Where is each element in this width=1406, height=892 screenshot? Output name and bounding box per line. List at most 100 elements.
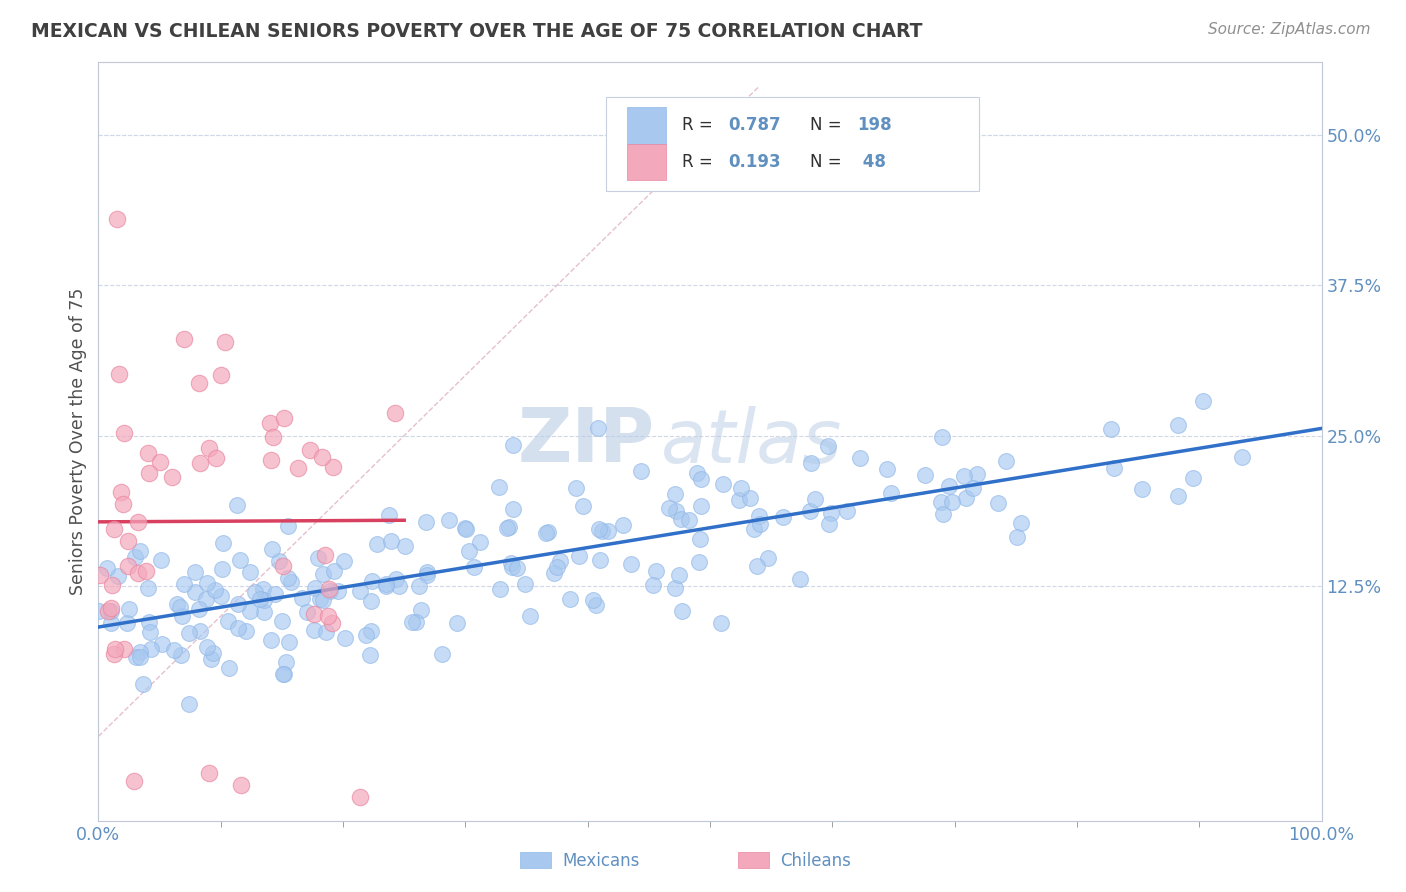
Point bbox=[100, 601, 122, 615]
Point bbox=[591, 524, 613, 538]
Point bbox=[322, 460, 344, 475]
Point bbox=[321, 616, 343, 631]
Point bbox=[278, 634, 301, 648]
Point bbox=[995, 454, 1018, 468]
Point bbox=[588, 522, 610, 536]
Point bbox=[671, 604, 693, 618]
Point bbox=[378, 508, 401, 523]
Point bbox=[1230, 450, 1253, 465]
Point bbox=[966, 467, 988, 481]
Point bbox=[375, 577, 398, 591]
Point bbox=[955, 491, 977, 505]
Point bbox=[138, 625, 160, 640]
Point bbox=[190, 456, 212, 470]
Text: R =: R = bbox=[682, 116, 713, 135]
Point bbox=[941, 495, 963, 509]
Point bbox=[211, 562, 233, 576]
Point bbox=[686, 466, 709, 480]
Point bbox=[195, 640, 218, 654]
Point bbox=[690, 499, 713, 513]
Point bbox=[105, 211, 128, 226]
Point bbox=[543, 566, 565, 580]
Point bbox=[932, 508, 955, 522]
Point bbox=[375, 579, 398, 593]
Point bbox=[315, 625, 337, 640]
Point bbox=[711, 477, 734, 491]
Point bbox=[260, 541, 283, 556]
Point bbox=[107, 568, 129, 582]
Point bbox=[664, 582, 686, 596]
Point bbox=[128, 645, 150, 659]
Point bbox=[506, 560, 529, 574]
Point bbox=[502, 438, 524, 452]
Point bbox=[195, 591, 218, 606]
Text: R =: R = bbox=[682, 153, 713, 170]
Point bbox=[89, 568, 111, 582]
Point bbox=[149, 455, 172, 469]
Point bbox=[312, 593, 335, 607]
Point bbox=[107, 367, 129, 381]
Point bbox=[333, 554, 356, 568]
Point bbox=[411, 603, 433, 617]
Point bbox=[139, 642, 162, 657]
Point bbox=[439, 513, 461, 527]
Point bbox=[291, 591, 314, 606]
Point bbox=[179, 697, 201, 711]
Point bbox=[800, 456, 823, 470]
Point bbox=[87, 604, 110, 618]
Point bbox=[314, 549, 336, 563]
Point bbox=[619, 557, 641, 571]
Point bbox=[416, 567, 439, 582]
Text: 0.787: 0.787 bbox=[728, 116, 780, 135]
Point bbox=[136, 581, 159, 595]
Point bbox=[226, 621, 249, 635]
Point bbox=[818, 516, 841, 531]
Point bbox=[612, 518, 634, 533]
Point bbox=[127, 566, 149, 580]
Point bbox=[876, 462, 898, 476]
Point bbox=[262, 430, 284, 444]
Point bbox=[97, 604, 120, 618]
Point bbox=[589, 552, 612, 566]
Point bbox=[361, 574, 384, 588]
Point bbox=[929, 494, 952, 508]
Point bbox=[226, 597, 249, 611]
Point bbox=[214, 335, 236, 350]
Point bbox=[304, 623, 326, 637]
Point bbox=[277, 519, 299, 533]
Point bbox=[690, 472, 713, 486]
Point bbox=[745, 559, 768, 574]
Point bbox=[415, 565, 437, 579]
Point bbox=[184, 584, 207, 599]
Point bbox=[103, 522, 125, 536]
Point bbox=[582, 593, 605, 607]
Point bbox=[495, 520, 517, 534]
Point bbox=[124, 549, 146, 564]
Point bbox=[170, 648, 193, 663]
Point bbox=[197, 576, 219, 591]
Point bbox=[380, 533, 402, 548]
Point bbox=[252, 582, 274, 596]
Point bbox=[169, 600, 191, 615]
Point bbox=[229, 552, 252, 566]
Point bbox=[748, 508, 770, 523]
Point bbox=[100, 615, 122, 630]
Point bbox=[749, 517, 772, 532]
Point bbox=[217, 614, 239, 628]
Point bbox=[187, 376, 209, 391]
Point bbox=[271, 614, 294, 628]
Point bbox=[273, 666, 295, 681]
Point bbox=[515, 577, 537, 591]
Text: Chileans: Chileans bbox=[780, 852, 851, 870]
Point bbox=[668, 567, 690, 582]
Point bbox=[537, 525, 560, 540]
Point bbox=[117, 533, 139, 548]
Point bbox=[446, 615, 468, 630]
Point bbox=[138, 466, 160, 480]
Point bbox=[112, 425, 135, 440]
Point bbox=[205, 451, 228, 466]
Point bbox=[349, 789, 371, 804]
Point bbox=[170, 609, 193, 624]
Point bbox=[488, 480, 510, 494]
Point bbox=[229, 778, 252, 792]
